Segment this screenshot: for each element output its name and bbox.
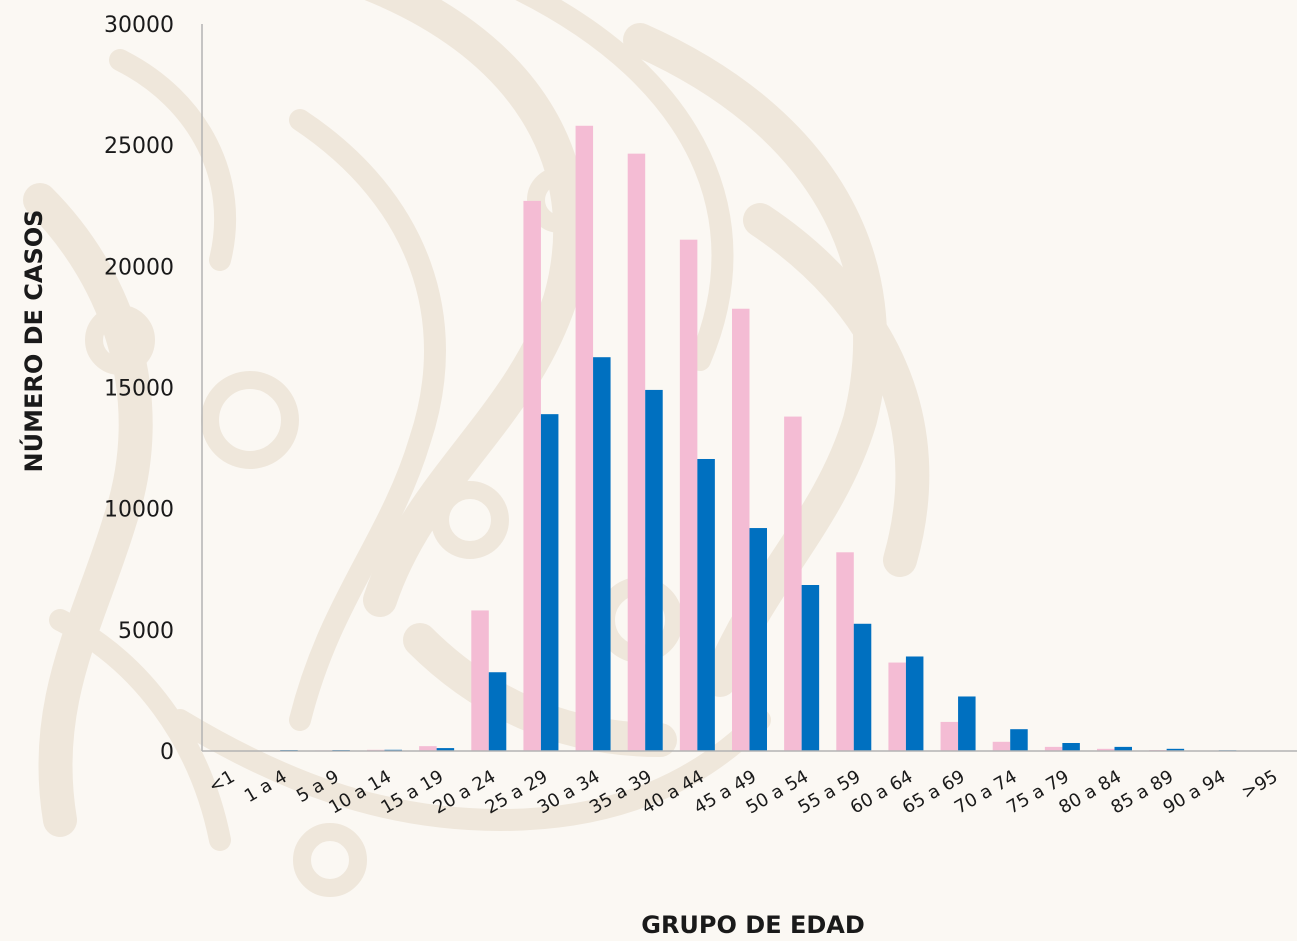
bar-1 [628, 154, 646, 751]
bar-2 [593, 357, 611, 751]
bar-1 [993, 742, 1011, 751]
watermark-stroke [120, 60, 225, 260]
bar-2 [854, 624, 872, 751]
bar-1 [680, 240, 698, 751]
watermark-ring [302, 832, 358, 888]
bar-2 [750, 528, 768, 751]
bar-1 [471, 610, 489, 751]
watermark-ring [210, 380, 290, 460]
y-tick-label: 5000 [118, 619, 174, 644]
bar-1 [732, 309, 750, 751]
y-tick-label: 20000 [104, 255, 174, 280]
bar-1 [784, 417, 802, 751]
bar-2 [1010, 729, 1027, 751]
y-tick-label: 10000 [104, 498, 174, 523]
bar-2 [697, 459, 715, 751]
bar-1 [836, 552, 854, 751]
x-tick-label: >95 [1238, 766, 1281, 803]
watermark-ring [440, 490, 500, 550]
bar-2 [541, 414, 559, 751]
bar-1 [888, 663, 906, 751]
bar-2 [802, 585, 820, 751]
y-tick-label: 15000 [104, 377, 174, 402]
y-tick-label: 25000 [104, 134, 174, 159]
bar-1 [523, 201, 541, 751]
bar-2 [906, 656, 924, 751]
bar-1 [941, 722, 959, 751]
bar-2 [489, 672, 507, 751]
bar-2 [645, 390, 663, 751]
bar-1 [576, 126, 594, 751]
bar-2 [1062, 743, 1080, 751]
y-axis-label: NÚMERO DE CASOS [18, 210, 48, 473]
bar-2 [958, 696, 976, 751]
y-tick-label: 30000 [104, 13, 174, 38]
y-tick-label: 0 [160, 740, 174, 765]
x-axis-label: GRUPO DE EDAD [641, 911, 865, 937]
